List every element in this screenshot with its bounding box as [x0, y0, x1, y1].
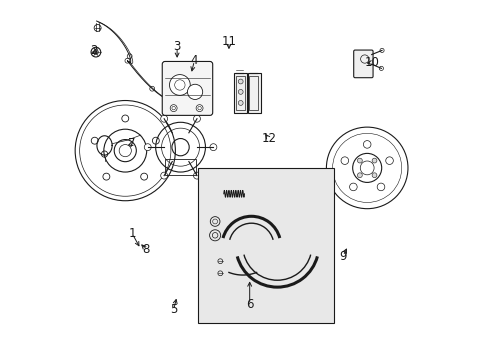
Circle shape [238, 100, 243, 105]
Circle shape [122, 115, 128, 122]
Text: 7: 7 [128, 137, 136, 150]
Text: 10: 10 [364, 56, 379, 69]
Text: 5: 5 [170, 303, 177, 316]
Circle shape [371, 158, 376, 163]
Circle shape [161, 172, 167, 179]
Circle shape [371, 173, 376, 177]
FancyBboxPatch shape [353, 50, 372, 78]
Circle shape [144, 144, 151, 150]
Circle shape [238, 79, 243, 84]
Bar [164, 159, 196, 175]
Text: 4: 4 [190, 54, 198, 67]
Circle shape [141, 173, 147, 180]
Text: 8: 8 [142, 243, 149, 256]
Circle shape [340, 157, 348, 165]
Circle shape [193, 172, 200, 179]
FancyBboxPatch shape [162, 62, 212, 115]
Circle shape [193, 115, 200, 122]
Circle shape [209, 144, 216, 150]
Circle shape [169, 75, 190, 95]
Bar [234, 73, 247, 113]
Text: 6: 6 [245, 298, 253, 311]
Bar [236, 76, 244, 110]
Bar [198, 168, 334, 323]
Circle shape [385, 157, 392, 165]
Circle shape [102, 173, 110, 180]
Text: 9: 9 [339, 249, 346, 262]
Circle shape [187, 84, 202, 99]
Text: 12: 12 [261, 132, 276, 145]
Text: 2: 2 [90, 44, 98, 57]
Circle shape [376, 183, 384, 191]
Circle shape [363, 141, 370, 148]
Bar [249, 76, 258, 110]
Circle shape [152, 137, 159, 144]
Circle shape [170, 105, 177, 112]
Circle shape [357, 158, 362, 163]
Text: 3: 3 [173, 40, 181, 53]
Circle shape [91, 137, 98, 144]
Circle shape [238, 89, 243, 94]
Text: 11: 11 [221, 35, 236, 48]
Circle shape [357, 173, 362, 177]
Text: 1: 1 [128, 227, 136, 240]
Circle shape [196, 105, 203, 112]
Circle shape [161, 115, 167, 122]
Circle shape [349, 183, 356, 191]
Bar [247, 73, 261, 113]
